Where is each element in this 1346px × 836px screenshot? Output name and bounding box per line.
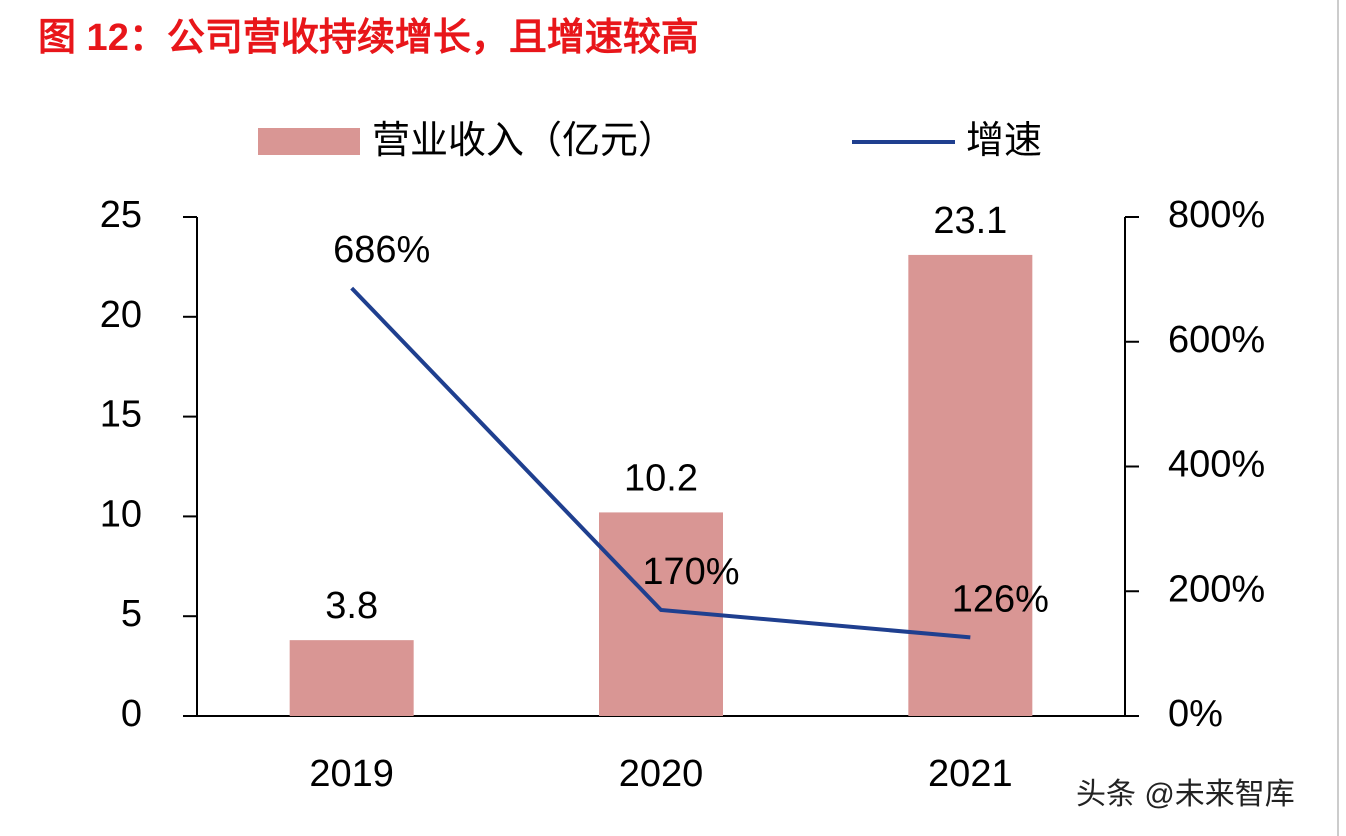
line-value-label: 170% xyxy=(642,551,739,593)
y-tick-label: 20 xyxy=(100,294,142,336)
legend-swatch xyxy=(258,128,360,155)
y2-tick-label: 800% xyxy=(1168,194,1265,236)
bar-value-label: 3.8 xyxy=(325,585,378,627)
y2-tick-label: 600% xyxy=(1168,319,1265,361)
y2-tick-label: 400% xyxy=(1168,444,1265,486)
y-tick-label: 15 xyxy=(100,394,142,436)
x-tick-label: 2020 xyxy=(619,753,704,795)
bar-value-label: 10.2 xyxy=(624,457,698,499)
legend-label: 营业收入（亿元） xyxy=(372,120,676,162)
y-tick-label: 0 xyxy=(121,693,142,735)
y-tick-label: 25 xyxy=(100,194,142,236)
line-value-label: 126% xyxy=(952,578,1049,620)
chart-title: 图 12：公司营收持续增长，且增速较高 xyxy=(38,17,699,59)
legend-label: 增速 xyxy=(966,120,1042,162)
y2-tick-label: 0% xyxy=(1168,693,1223,735)
watermark: 头条 @未来智库 xyxy=(1076,778,1295,811)
x-tick-label: 2019 xyxy=(309,753,394,795)
y-tick-label: 10 xyxy=(100,493,142,535)
y2-tick-label: 200% xyxy=(1168,568,1265,610)
bar xyxy=(289,640,414,716)
bar-value-label: 23.1 xyxy=(933,200,1007,242)
bar xyxy=(908,254,1033,716)
line-value-label: 686% xyxy=(333,229,430,271)
y-tick-label: 5 xyxy=(121,593,142,635)
growth-line xyxy=(350,286,971,640)
x-tick-label: 2021 xyxy=(928,753,1013,795)
